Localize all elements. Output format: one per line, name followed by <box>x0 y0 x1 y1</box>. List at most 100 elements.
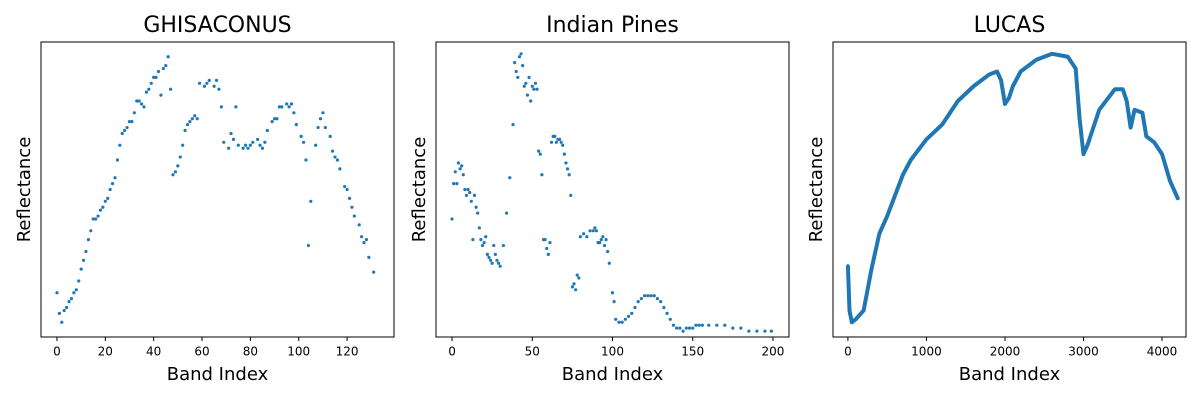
point <box>652 294 656 298</box>
point <box>463 187 467 192</box>
x-tick-label: 100 <box>287 345 310 359</box>
point <box>533 81 538 85</box>
point <box>612 300 616 304</box>
point <box>529 99 533 103</box>
point <box>207 78 211 82</box>
point <box>65 305 69 310</box>
point <box>569 193 573 197</box>
point <box>234 105 238 109</box>
point <box>265 128 269 133</box>
point <box>452 182 456 186</box>
point <box>113 176 117 180</box>
point <box>101 205 105 209</box>
y-axis-label: Reflectance <box>409 137 430 243</box>
point <box>152 75 156 79</box>
point <box>299 134 303 138</box>
point <box>668 317 672 321</box>
point <box>108 187 112 192</box>
x-tick-label: 50 <box>525 345 540 359</box>
point <box>241 146 245 150</box>
point <box>84 249 88 254</box>
point <box>755 329 759 333</box>
point <box>115 158 120 162</box>
point <box>662 305 666 310</box>
point <box>530 84 534 88</box>
point <box>98 208 103 212</box>
spectrum-line <box>845 51 1180 325</box>
point <box>154 75 158 79</box>
point <box>323 125 327 130</box>
point <box>480 243 485 248</box>
point <box>195 117 199 121</box>
point <box>343 184 347 189</box>
point <box>335 158 340 162</box>
point <box>306 243 311 248</box>
point <box>559 140 563 144</box>
point <box>548 241 552 245</box>
point <box>538 152 542 156</box>
point <box>314 143 318 147</box>
chart-title: Indian Pines <box>546 13 679 38</box>
point <box>570 285 574 289</box>
point <box>540 173 544 177</box>
x-tick-label: 0 <box>53 345 61 359</box>
point <box>72 291 76 295</box>
x-tick-label: 0 <box>844 345 852 359</box>
x-tick-label: 2000 <box>990 345 1021 359</box>
point <box>554 140 558 144</box>
point <box>280 105 284 109</box>
point <box>567 173 571 177</box>
point <box>655 297 660 301</box>
x-tick-label: 20 <box>98 345 113 359</box>
point <box>649 294 653 298</box>
point <box>328 134 332 138</box>
point <box>623 317 627 321</box>
point <box>137 99 141 103</box>
point <box>769 329 773 333</box>
point <box>747 329 751 333</box>
point <box>321 111 325 115</box>
point <box>691 326 695 330</box>
point <box>118 143 122 147</box>
point <box>468 190 472 195</box>
point <box>222 140 226 144</box>
point <box>477 226 481 230</box>
point <box>763 329 767 333</box>
point <box>484 235 488 239</box>
point <box>665 311 669 315</box>
point <box>461 173 465 177</box>
point <box>626 314 631 318</box>
point <box>639 297 643 301</box>
point <box>193 114 197 118</box>
point <box>144 90 149 94</box>
point <box>110 182 115 186</box>
x-tick-label: 60 <box>194 345 209 359</box>
point <box>229 131 233 136</box>
x-axis-label: Band Index <box>167 364 269 385</box>
point <box>460 164 464 168</box>
point <box>610 291 615 295</box>
point <box>561 143 565 147</box>
point <box>487 255 491 259</box>
point <box>364 238 369 242</box>
point <box>485 252 489 256</box>
point <box>516 75 520 79</box>
point <box>171 173 175 177</box>
point <box>488 258 493 262</box>
point <box>294 123 298 127</box>
point <box>372 270 376 274</box>
point <box>277 105 281 109</box>
point <box>599 238 603 242</box>
point <box>55 291 59 295</box>
point <box>333 155 337 159</box>
point <box>103 199 107 203</box>
plot-frame <box>40 41 395 338</box>
point <box>338 167 342 171</box>
point <box>697 323 701 327</box>
point <box>575 273 579 277</box>
point <box>731 326 735 330</box>
point <box>309 199 313 203</box>
point <box>602 243 607 248</box>
point <box>69 297 74 301</box>
